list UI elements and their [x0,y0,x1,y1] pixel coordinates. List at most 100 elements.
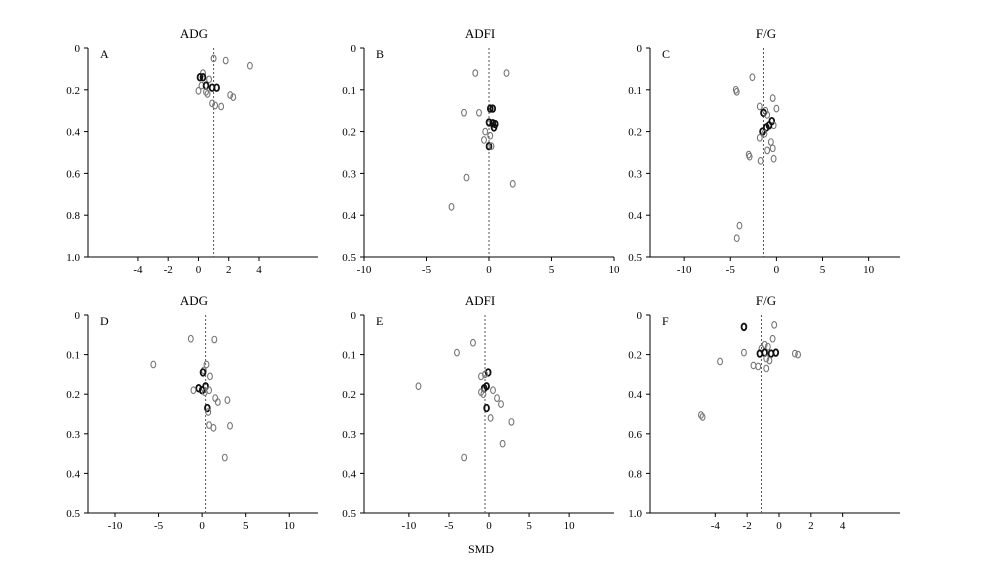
y-tick-label: 0.5 [66,508,80,520]
panel-letter: F [662,314,669,328]
y-tick-label: 1.0 [66,252,80,264]
study-point [222,56,229,65]
study-point [199,368,207,377]
y-tick-label: 0.6 [628,429,642,441]
x-tick-label: 10 [863,264,875,276]
panel-title: ADFI [465,26,495,41]
study-point [503,69,510,77]
study-point [195,86,202,95]
study-point [415,382,422,391]
y-tick-label: 0.4 [342,210,356,222]
y-tick-label: 0.6 [66,168,80,180]
x-tick-label: -10 [402,520,417,532]
study-point [204,403,211,413]
study-point [218,102,225,111]
study-point [740,322,748,332]
panel-letter: B [376,47,384,61]
study-point [463,173,470,182]
x-axis-label: SMD [468,542,494,556]
x-tick-label: 5 [243,520,249,532]
study-point [246,61,253,70]
study-point [221,453,228,462]
x-tick-label: 4 [840,520,846,532]
panel-f: F/G F 0 0.2 0.4 0.6 0.8 1.0 -4 -2 0 2 4 [628,293,900,532]
study-point [756,102,763,111]
panel-letter: A [100,47,109,61]
study-point [210,424,217,432]
study-point [481,136,487,144]
y-tick-label: 0.1 [66,350,80,362]
study-point [461,108,467,117]
study-point [756,134,763,142]
study-point [769,144,776,153]
panel-a: ADG A 0 0.2 0.4 0.6 0.8 1.0 -4 -2 0 2 4 [66,26,318,276]
study-point [771,321,778,329]
study-point [508,418,515,426]
x-tick-label: -10 [677,264,692,276]
study-point [740,348,747,357]
x-tick-label: -4 [711,520,721,532]
panel-b: ADFI B 0 0.1 0.2 0.3 0.4 0.5-10 -5 0 5 10 [342,26,620,276]
study-point [764,146,771,155]
x-tick-label: -5 [422,264,432,276]
x-tick-label: 0 [196,264,202,276]
y-tick-label: 0.2 [628,350,642,362]
y-tick-label: 1.0 [628,508,642,520]
y-tick-label: 0.3 [66,429,80,441]
study-point [767,138,774,146]
y-tick-label: 0.8 [66,210,80,222]
study-point [498,400,504,408]
study-point [224,396,231,404]
study-point [487,131,494,140]
y-tick-label: 0.4 [66,468,80,480]
study-point [480,390,487,399]
x-tick-label: 5 [526,520,532,532]
study-point [760,108,767,117]
study-point [733,88,740,96]
study-point [204,90,211,98]
study-point [484,368,492,377]
study-point [214,398,221,406]
study-point [230,93,237,101]
x-tick-label: -5 [444,520,454,532]
study-point [202,81,210,90]
panel-e: ADFI E 0 0.1 0.2 0.3 0.4 0.5 -10 -5 0 5 10 [342,293,614,532]
x-tick-label: 0 [199,520,205,532]
study-point [211,335,218,344]
x-tick-label: 4 [256,264,262,276]
y-tick-label: 0.5 [342,508,356,520]
study-point [764,111,771,119]
x-tick-label: 10 [564,520,576,532]
panel-letter: C [662,47,670,61]
x-tick-label: 2 [226,264,232,276]
x-tick-label: -5 [726,264,736,276]
study-point [476,108,482,117]
study-point [749,73,756,82]
study-point [772,348,780,357]
y-tick-label: 0 [351,310,357,322]
study-point [733,234,740,243]
x-tick-label: -10 [108,520,123,532]
study-point [482,127,489,136]
y-tick-label: 0.2 [66,389,80,401]
study-point [201,388,208,397]
study-point [483,403,490,413]
y-tick-label: 0.4 [342,468,356,480]
study-point [489,104,497,113]
y-tick-label: 0.4 [628,210,642,222]
study-point [763,354,770,363]
y-tick-label: 0.3 [342,429,356,441]
y-tick-label: 0.3 [628,168,642,180]
x-tick-label: 0 [774,264,780,276]
x-tick-label: 10 [284,520,296,532]
study-point [509,180,516,188]
panel-letter: D [100,314,109,328]
study-point [488,142,495,151]
study-point [205,408,212,416]
study-point [761,129,768,138]
study-point [490,386,496,395]
study-point [761,340,768,349]
study-point [795,350,802,359]
study-point [746,152,753,161]
y-tick-label: 0.2 [66,85,80,97]
